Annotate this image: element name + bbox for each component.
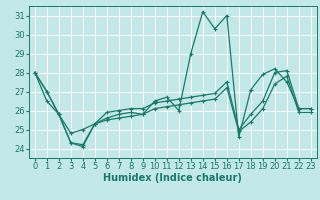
X-axis label: Humidex (Indice chaleur): Humidex (Indice chaleur) xyxy=(103,173,242,183)
